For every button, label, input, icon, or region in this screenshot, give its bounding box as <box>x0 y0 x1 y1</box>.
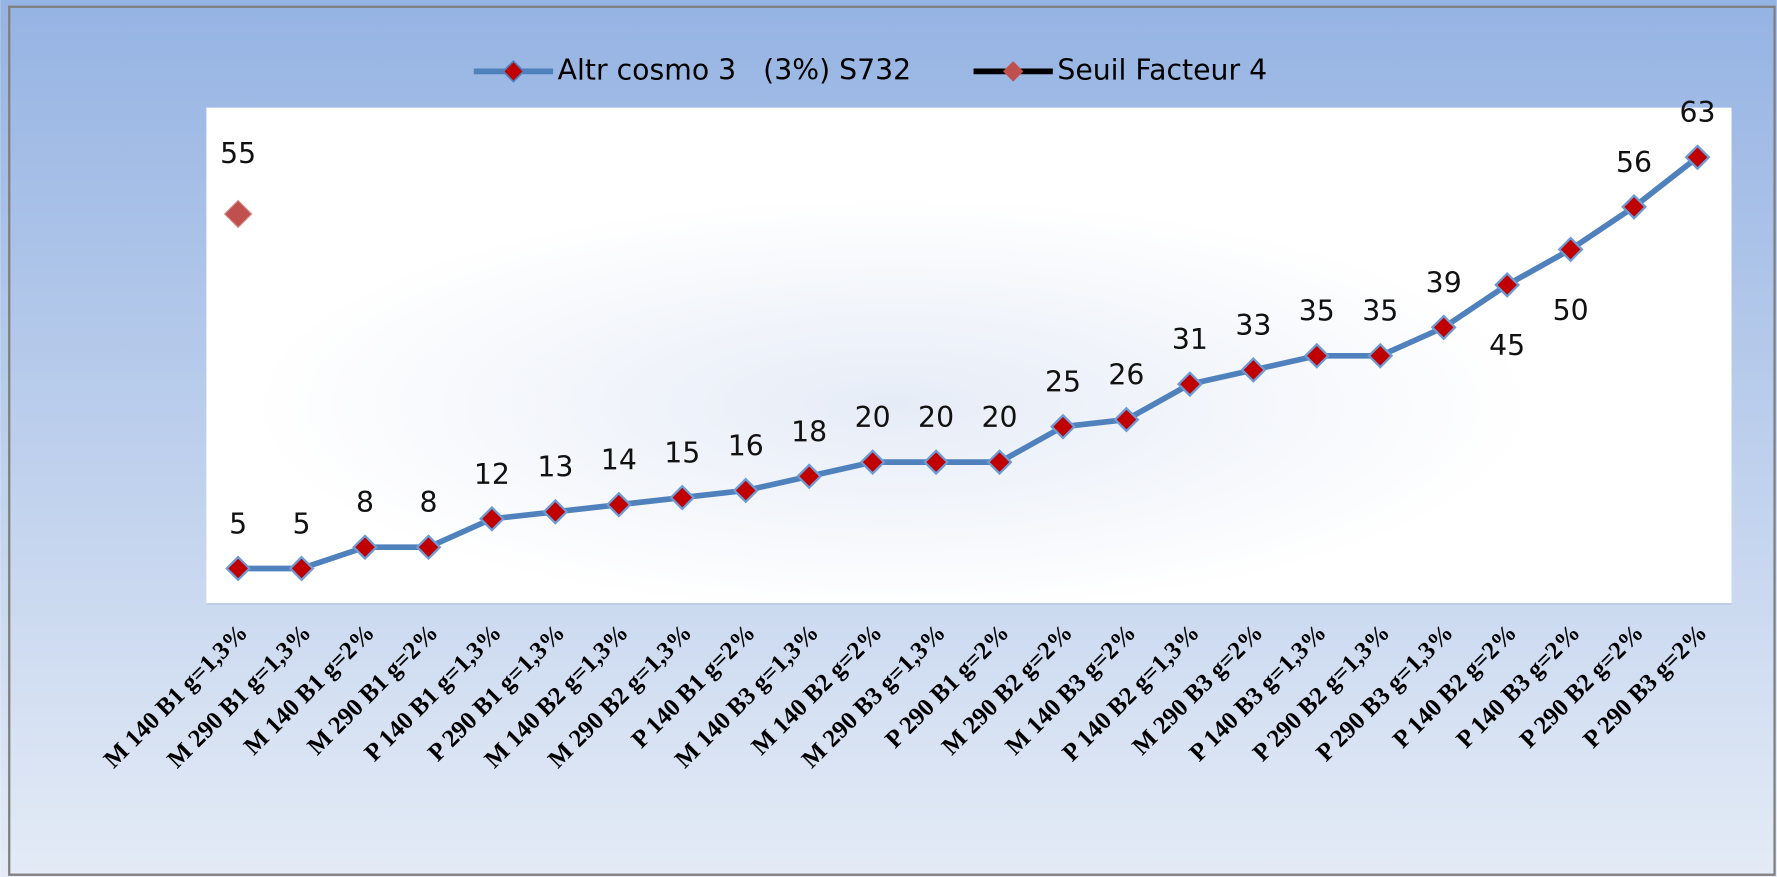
data-label: 8 <box>356 486 374 519</box>
data-label: 45 <box>1489 329 1525 362</box>
data-point <box>1430 314 1457 341</box>
legend-label: Seuil Facteur 4 <box>1057 53 1267 86</box>
data-point <box>796 463 823 490</box>
data-label: 56 <box>1616 146 1652 179</box>
data-label: 16 <box>728 429 764 462</box>
data-point <box>1367 342 1394 369</box>
data-point <box>542 498 569 525</box>
data-point <box>1303 342 1330 369</box>
data-point <box>1050 413 1076 440</box>
data-label: 18 <box>791 415 827 448</box>
data-point <box>352 534 378 561</box>
data-point <box>1684 144 1711 171</box>
data-label: 63 <box>1680 96 1716 129</box>
data-point <box>1557 236 1584 263</box>
data-label: 20 <box>855 401 891 434</box>
data-point <box>225 555 252 582</box>
data-point <box>1176 371 1203 398</box>
plot-area <box>206 107 1732 604</box>
data-label: 25 <box>1045 366 1081 399</box>
data-point <box>1621 193 1647 220</box>
data-point <box>1113 406 1140 433</box>
data-label: 20 <box>918 401 954 434</box>
data-point <box>986 449 1013 476</box>
data-label: 55 <box>220 137 256 170</box>
data-point <box>415 534 442 561</box>
data-label: 26 <box>1108 359 1144 392</box>
data-label: 33 <box>1235 309 1271 342</box>
data-label: 15 <box>664 437 700 470</box>
data-label: 8 <box>419 486 437 519</box>
data-label: 35 <box>1362 295 1398 328</box>
legend-marker <box>502 59 525 83</box>
data-label: 39 <box>1426 266 1462 299</box>
data-label: 50 <box>1553 294 1589 327</box>
data-label: 31 <box>1172 323 1208 356</box>
data-point <box>288 555 315 582</box>
data-point <box>732 477 759 504</box>
data-label: 5 <box>229 507 247 540</box>
threshold-point <box>223 199 253 229</box>
data-label: 20 <box>982 401 1018 434</box>
data-point <box>859 449 886 476</box>
data-point <box>1494 271 1521 298</box>
data-point <box>605 491 632 518</box>
data-line <box>238 155 1700 572</box>
data-label: 5 <box>293 507 311 540</box>
data-label: 35 <box>1299 295 1335 328</box>
data-label: 13 <box>537 451 573 484</box>
data-point <box>478 505 505 532</box>
data-point <box>923 449 950 476</box>
legend-label: Altr cosmo 3 (3%) S732 <box>558 53 912 86</box>
frame <box>8 5 1776 876</box>
data-point <box>669 484 696 511</box>
data-point <box>1240 357 1267 383</box>
data-label: 14 <box>601 444 637 477</box>
data-label: 12 <box>474 458 510 491</box>
